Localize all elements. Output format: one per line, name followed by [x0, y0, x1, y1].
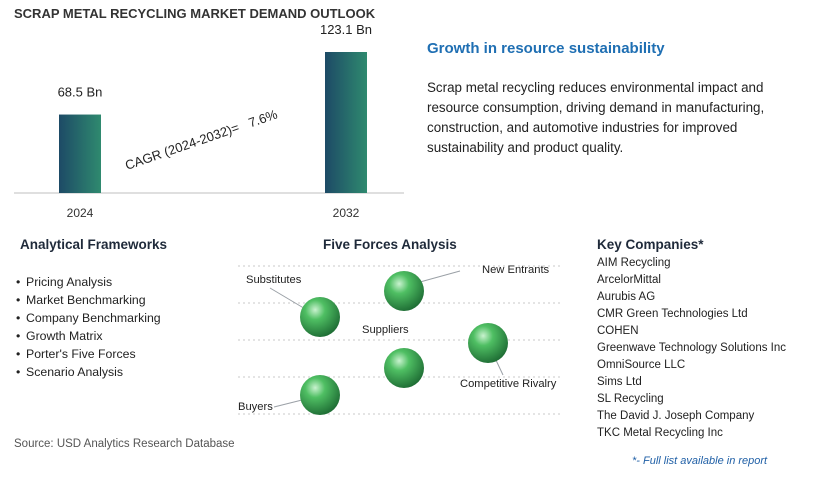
company-item: The David J. Joseph Company [597, 410, 755, 422]
bar-2024 [59, 114, 101, 193]
framework-item: • Pricing Analysis [16, 275, 113, 289]
framework-item: • Porter's Five Forces [16, 347, 136, 361]
category-label: 2024 [67, 206, 94, 220]
buyers-label: Buyers [238, 401, 273, 413]
rivalry-connector [494, 357, 504, 376]
suppliers-sphere [384, 348, 424, 388]
company-item: COHEN [597, 325, 639, 337]
company-item: Greenwave Technology Solutions Inc [597, 342, 787, 354]
cagr-annotation: CAGR (2024-2032)= 7.6% [123, 106, 280, 172]
framework-item: • Growth Matrix [16, 329, 103, 343]
market-bar-chart: 68.5 Bn 2024 123.1 Bn 2032 CAGR (2024-2032)… [14, 22, 404, 220]
suppliers-label: Suppliers [362, 324, 409, 336]
bar-value-label: 123.1 Bn [320, 22, 372, 37]
company-item: OmniSource LLC [597, 359, 686, 371]
new-entrants-label: New Entrants [482, 264, 550, 276]
substitutes-sphere [300, 297, 340, 337]
company-item: ArcelorMittal [597, 274, 661, 286]
page-title: SCRAP METAL RECYCLING MARKET DEMAND OUTL… [14, 6, 376, 21]
growth-description: Scrap metal recycling reduces environmen… [427, 80, 765, 155]
company-item: CMR Green Technologies Ltd [597, 308, 748, 320]
companies-list: AIM Recycling ArcelorMittal Aurubis AG C… [597, 255, 786, 442]
buyers-sphere [300, 375, 340, 415]
framework-item: • Scenario Analysis [16, 365, 124, 379]
company-item: Aurubis AG [597, 291, 656, 303]
category-label: 2032 [333, 206, 360, 220]
competitive-rivalry-sphere [468, 323, 508, 363]
frameworks-title: Analytical Frameworks [20, 237, 168, 252]
companies-title: Key Companies* [597, 237, 704, 252]
company-item: TKC Metal Recycling Inc [597, 427, 723, 439]
substitutes-label: Substitutes [246, 274, 302, 286]
five-forces-title: Five Forces Analysis [323, 237, 457, 252]
buyers-connector [273, 398, 307, 408]
new-entrants-connector [419, 270, 461, 283]
frameworks-list: • Pricing Analysis • Market Benchmarking •… [16, 273, 161, 381]
substitutes-connector [269, 287, 308, 311]
company-item: SL Recycling [597, 393, 664, 405]
company-item: Sims Ltd [597, 376, 642, 388]
five-forces-gridlines [238, 265, 560, 415]
company-item: AIM Recycling [597, 257, 671, 269]
framework-item: • Company Benchmarking [16, 311, 161, 325]
bar-2032 [325, 52, 367, 193]
growth-title: Growth in resource sustainability [427, 40, 665, 57]
new-entrants-sphere [384, 271, 424, 311]
companies-note: *- Full list available in report [632, 455, 768, 467]
source-note: Source: USD Analytics Research Database [14, 438, 235, 450]
competitive-rivalry-label: Competitive Rivalry [460, 378, 557, 390]
framework-item: • Market Benchmarking [16, 293, 146, 307]
bar-value-label: 68.5 Bn [58, 85, 103, 100]
